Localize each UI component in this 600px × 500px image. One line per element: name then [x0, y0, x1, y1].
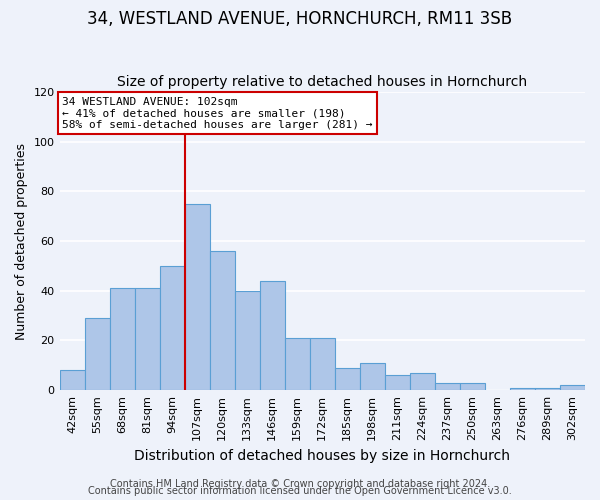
Bar: [460, 382, 485, 390]
Bar: [410, 373, 435, 390]
Text: 34 WESTLAND AVENUE: 102sqm
← 41% of detached houses are smaller (198)
58% of sem: 34 WESTLAND AVENUE: 102sqm ← 41% of deta…: [62, 96, 373, 130]
Bar: [560, 385, 585, 390]
Bar: [385, 376, 410, 390]
Bar: [59, 370, 85, 390]
Bar: [260, 281, 285, 390]
Bar: [510, 388, 535, 390]
Bar: [134, 288, 160, 390]
Bar: [435, 382, 460, 390]
Bar: [235, 291, 260, 390]
Title: Size of property relative to detached houses in Hornchurch: Size of property relative to detached ho…: [117, 76, 527, 90]
Bar: [335, 368, 360, 390]
Bar: [285, 338, 310, 390]
Bar: [535, 388, 560, 390]
Bar: [110, 288, 134, 390]
Bar: [160, 266, 185, 390]
Text: 34, WESTLAND AVENUE, HORNCHURCH, RM11 3SB: 34, WESTLAND AVENUE, HORNCHURCH, RM11 3S…: [88, 10, 512, 28]
Bar: [209, 251, 235, 390]
Bar: [185, 204, 209, 390]
X-axis label: Distribution of detached houses by size in Hornchurch: Distribution of detached houses by size …: [134, 448, 510, 462]
Text: Contains HM Land Registry data © Crown copyright and database right 2024.: Contains HM Land Registry data © Crown c…: [110, 479, 490, 489]
Bar: [310, 338, 335, 390]
Bar: [85, 318, 110, 390]
Y-axis label: Number of detached properties: Number of detached properties: [15, 142, 28, 340]
Text: Contains public sector information licensed under the Open Government Licence v3: Contains public sector information licen…: [88, 486, 512, 496]
Bar: [360, 363, 385, 390]
